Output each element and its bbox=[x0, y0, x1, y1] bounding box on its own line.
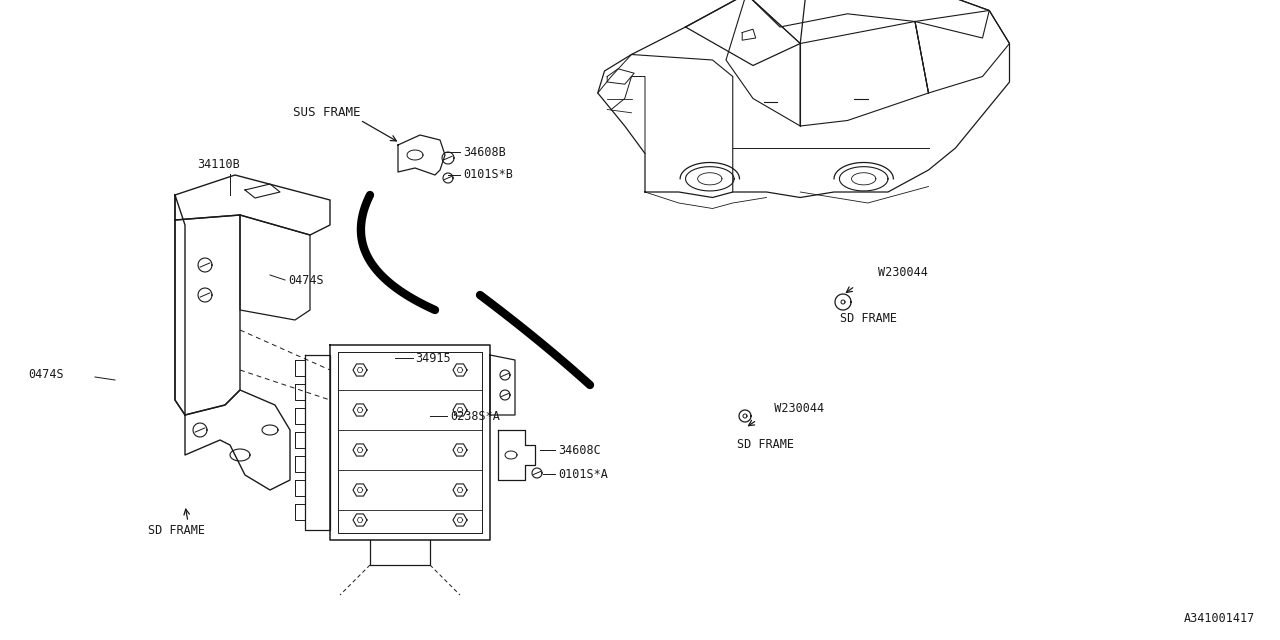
Text: 0474S: 0474S bbox=[288, 273, 324, 287]
Text: 0238S*A: 0238S*A bbox=[451, 410, 500, 422]
Text: SD FRAME: SD FRAME bbox=[148, 524, 205, 536]
Text: 34110B: 34110B bbox=[197, 157, 239, 170]
Text: W230044: W230044 bbox=[878, 266, 928, 278]
Text: A341001417: A341001417 bbox=[1184, 612, 1254, 625]
Text: 0101S*A: 0101S*A bbox=[558, 467, 608, 481]
Text: SD FRAME: SD FRAME bbox=[737, 438, 794, 451]
Text: SD FRAME: SD FRAME bbox=[840, 312, 897, 324]
Text: SUS FRAME: SUS FRAME bbox=[293, 106, 361, 118]
Text: 0474S: 0474S bbox=[28, 369, 64, 381]
Text: 34915: 34915 bbox=[415, 351, 451, 365]
Text: 34608C: 34608C bbox=[558, 444, 600, 456]
Text: W230044: W230044 bbox=[760, 401, 824, 415]
Text: 34608B: 34608B bbox=[463, 145, 506, 159]
Text: 0101S*B: 0101S*B bbox=[463, 168, 513, 182]
